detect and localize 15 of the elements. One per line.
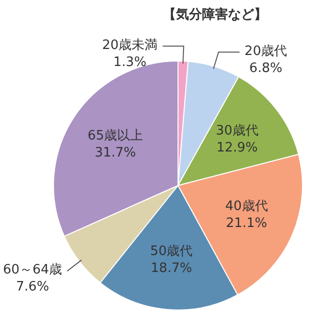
- data-label: 18.7%: [150, 260, 192, 276]
- slice-label: 60～64歳: [2, 262, 62, 278]
- chart-title: 【気分障害など】: [163, 6, 267, 22]
- slice-label: 20歳未満: [102, 38, 158, 54]
- data-label: 6.8%: [249, 60, 282, 76]
- slice-label: 65歳以上: [88, 128, 144, 144]
- data-label: 7.6%: [16, 280, 50, 295]
- data-label: 31.7%: [94, 146, 136, 161]
- data-label: 21.1%: [226, 216, 268, 232]
- slice-label: 20歳代: [244, 44, 288, 59]
- slice-label: 40歳代: [225, 199, 268, 214]
- data-label: 12.9%: [216, 140, 258, 156]
- slice-label: 30歳代: [216, 124, 258, 139]
- slice-label: 50歳代: [150, 244, 193, 259]
- data-label: 1.3%: [113, 55, 146, 70]
